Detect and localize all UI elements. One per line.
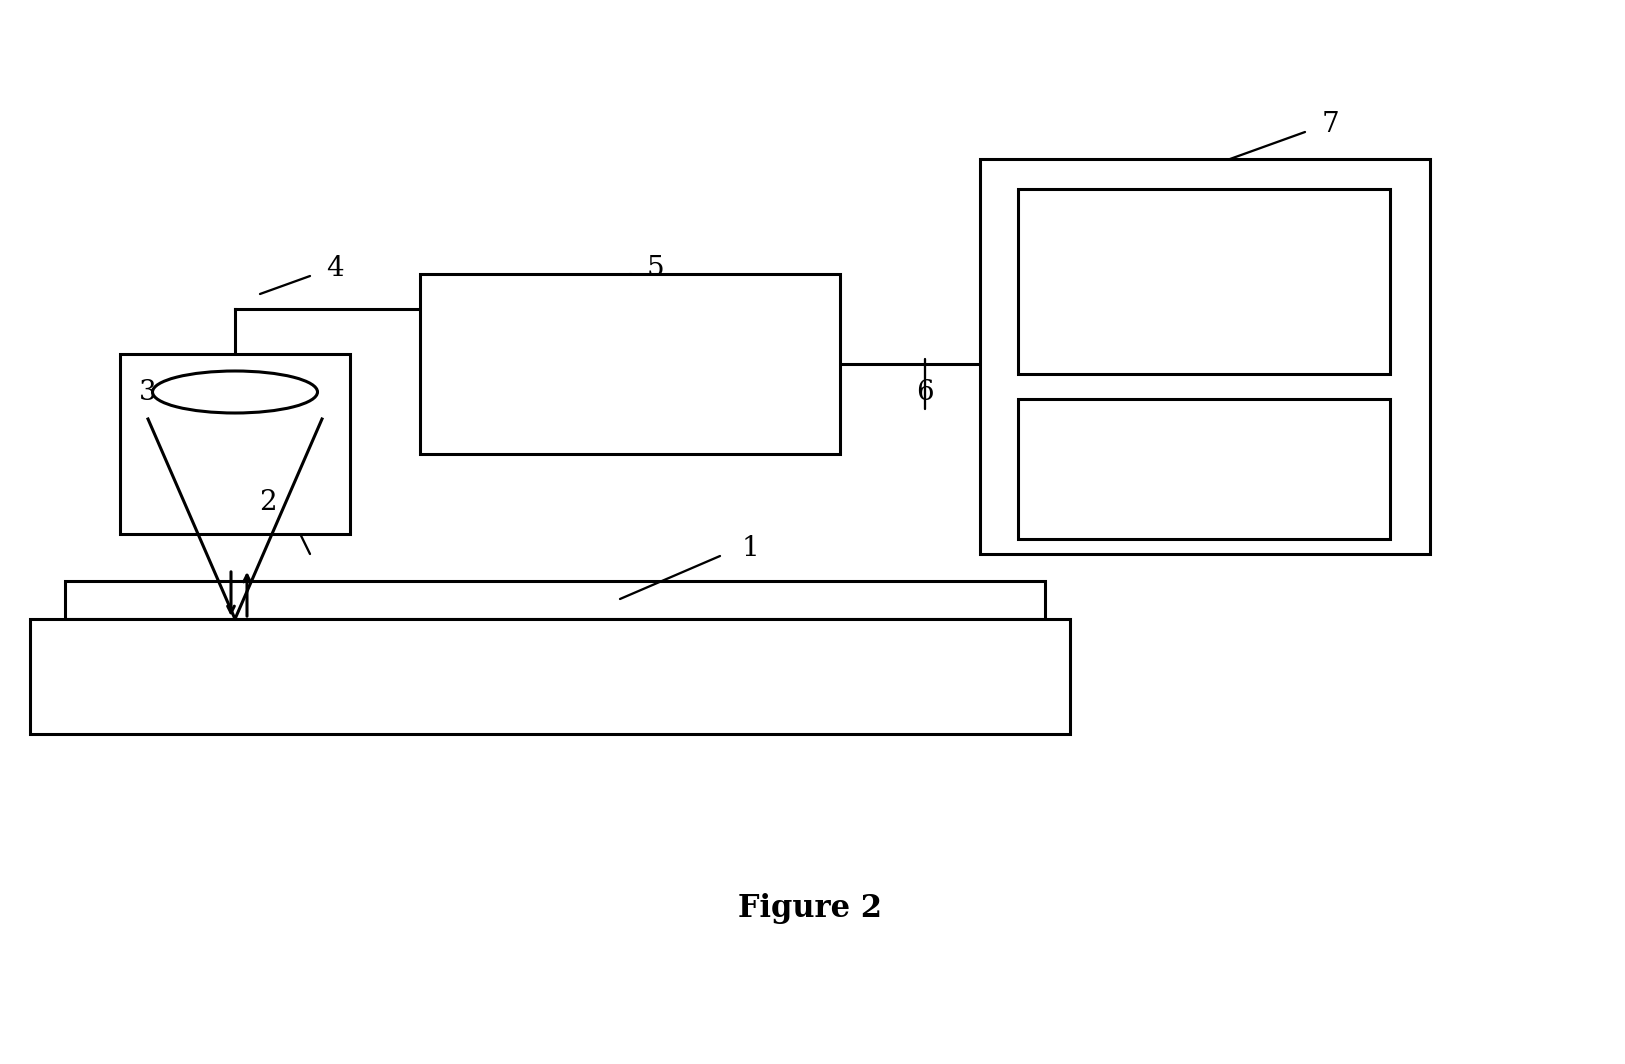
Bar bbox=[1017, 399, 1389, 539]
Text: 4: 4 bbox=[327, 255, 344, 283]
Ellipse shape bbox=[153, 371, 317, 413]
Bar bbox=[120, 354, 349, 534]
Text: 5: 5 bbox=[647, 255, 665, 283]
Text: Figure 2: Figure 2 bbox=[738, 894, 882, 925]
Text: 2: 2 bbox=[260, 488, 276, 515]
Bar bbox=[980, 159, 1430, 554]
Text: 1: 1 bbox=[741, 535, 759, 563]
Bar bbox=[419, 275, 840, 454]
Text: 7: 7 bbox=[1321, 111, 1339, 137]
Bar bbox=[29, 619, 1069, 734]
Bar bbox=[1017, 189, 1389, 375]
Bar bbox=[65, 581, 1045, 619]
Text: 6: 6 bbox=[916, 379, 934, 405]
Text: 3: 3 bbox=[140, 379, 156, 405]
